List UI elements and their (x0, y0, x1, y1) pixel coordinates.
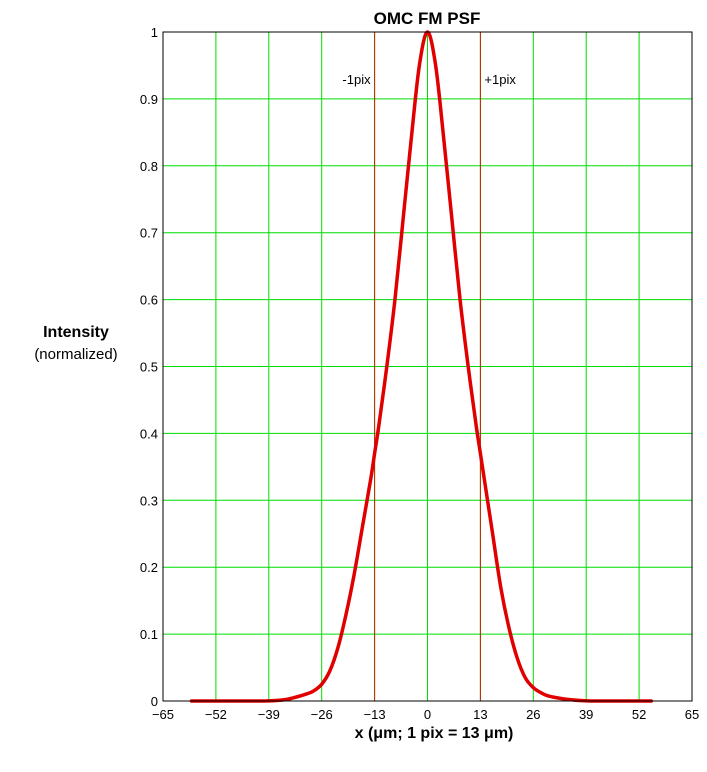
x-tick-label: −13 (364, 707, 386, 722)
y-tick-label: 0.7 (140, 226, 158, 241)
pixel-markers: -1pix +1pix (342, 32, 516, 701)
x-tick-label: 65 (685, 707, 699, 722)
x-tick-label: −39 (258, 707, 280, 722)
tick-labels: −65 −52 −39 −26 −13 0 13 26 39 52 65 0 0.1 0.2 0.3 0.4 0… (140, 25, 699, 722)
y-tick-label: 0 (151, 694, 158, 709)
y-tick-label: 0.1 (140, 627, 158, 642)
y-tick-label: 0.6 (140, 293, 158, 308)
y-tick-label: 0.8 (140, 159, 158, 174)
x-tick-label: −26 (311, 707, 333, 722)
pixel-marker-label: -1pix (342, 72, 371, 87)
x-tick-label: −65 (152, 707, 174, 722)
pixel-marker-label: +1pix (484, 72, 516, 87)
y-tick-label: 0.4 (140, 426, 158, 441)
y-axis-label: Intensity (43, 324, 109, 341)
y-tick-label: 1 (151, 25, 158, 40)
y-tick-label: 0.2 (140, 560, 158, 575)
grid (163, 32, 692, 701)
x-tick-label: −52 (205, 707, 227, 722)
x-tick-label: 39 (579, 707, 593, 722)
x-tick-label: 0 (424, 707, 431, 722)
y-tick-label: 0.9 (140, 92, 158, 107)
y-axis-sublabel: (normalized) (34, 346, 117, 363)
x-tick-label: 26 (526, 707, 540, 722)
x-tick-label: 13 (473, 707, 487, 722)
y-tick-label: 0.5 (140, 360, 158, 375)
x-axis-label: x (μm; 1 pix = 13 μm) (355, 725, 514, 742)
plot-frame (162, 31, 693, 702)
chart-title: OMC FM PSF (374, 9, 481, 28)
y-tick-label: 0.3 (140, 493, 158, 508)
x-tick-label: 52 (632, 707, 646, 722)
